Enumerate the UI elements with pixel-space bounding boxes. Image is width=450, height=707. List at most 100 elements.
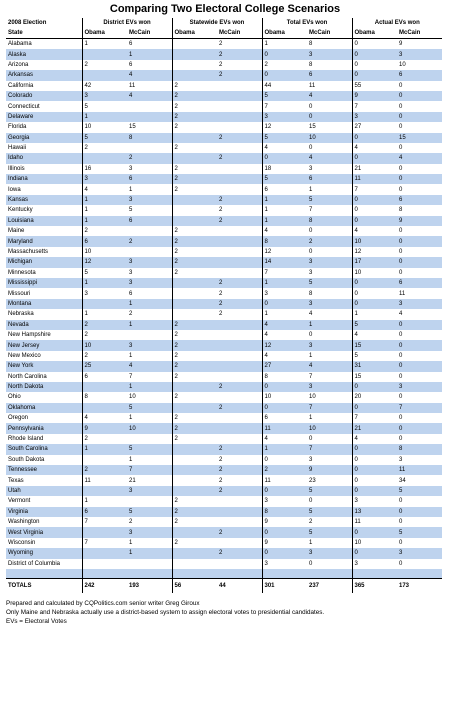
ev-cell: 3 — [309, 456, 313, 463]
ev-cell: 4 — [309, 311, 313, 318]
table-row: Minnesota 5 3 2 7 3 10 0 — [6, 267, 442, 278]
table-row: Oklahoma 5 2 0 7 0 7 — [6, 402, 442, 414]
footnote-legend: EVs = Electoral Votes — [6, 617, 67, 625]
ev-cell: 6 — [129, 61, 133, 68]
ev-cell: 2 — [129, 311, 133, 318]
ev-cell — [217, 101, 262, 111]
table-row: Wisconsin 7 1 2 9 1 10 0 — [6, 537, 442, 549]
ev-cell: 1 — [81, 444, 127, 455]
ev-cell: 3 — [127, 527, 172, 538]
ev-cell: 15 — [309, 124, 316, 131]
ev-cell: 5 — [397, 485, 442, 497]
state-name: Georgia — [6, 132, 82, 143]
state-name: Tennessee — [6, 465, 82, 476]
ev-cell: 0 — [351, 194, 397, 206]
ev-cell: 8 — [261, 371, 307, 382]
table-row: Indiana 3 6 2 5 6 11 0 — [6, 174, 442, 185]
table-row: New Jersey 10 3 2 12 3 15 0 — [6, 340, 442, 351]
ev-cell — [217, 111, 262, 123]
ev-cell: 0 — [309, 145, 313, 152]
ev-cell — [217, 423, 262, 434]
ev-cell: 5 — [351, 319, 397, 330]
ev-cell — [217, 247, 262, 257]
ev-cell: 6 — [129, 41, 133, 48]
ev-cell — [171, 485, 217, 497]
ev-cell: 1 — [127, 381, 172, 393]
ev-cell: 0 — [399, 145, 403, 152]
ev-cell: 6 — [81, 236, 127, 247]
ev-cell — [171, 194, 217, 206]
ev-cell: 1 — [129, 352, 133, 359]
state-name: Connecticut — [8, 103, 40, 110]
ev-cell: 0 — [351, 215, 397, 227]
ev-cell: 2 — [171, 236, 217, 247]
ev-cell: 2 — [81, 350, 127, 362]
ev-cell — [217, 81, 262, 91]
ev-cell: 9 — [261, 516, 307, 528]
ev-cell: 1 — [309, 352, 313, 359]
ev-cell: 1 — [261, 38, 307, 50]
ev-cell: 1 — [261, 444, 307, 455]
total-value: 365 — [351, 578, 397, 593]
ev-cell: 7 — [309, 373, 313, 380]
ev-cell: 2 — [217, 402, 262, 414]
ev-cell: 13 — [351, 506, 397, 517]
ev-cell: 0 — [397, 236, 442, 247]
ev-cell: 0 — [261, 454, 307, 466]
mccain-header: McCain — [397, 28, 442, 40]
ev-cell: 0 — [351, 485, 397, 497]
ev-cell: 4 — [307, 90, 352, 102]
ev-cell: 4 — [397, 153, 442, 164]
ev-cell: 7 — [261, 267, 307, 278]
ev-cell: 0 — [397, 111, 442, 123]
ev-cell: 2 — [219, 477, 223, 484]
ev-cell: 5 — [127, 444, 172, 455]
ev-cell: 2 — [217, 153, 262, 164]
ev-cell: 0 — [351, 49, 397, 60]
table-row: Missouri 3 6 2 3 8 0 11 — [6, 288, 442, 299]
ev-cell: 7 — [397, 402, 442, 414]
ev-cell: 0 — [397, 340, 442, 351]
ev-cell: 11 — [261, 475, 307, 486]
table-row: Utah 3 2 0 5 0 5 — [6, 485, 442, 497]
ev-cell: 2 — [217, 527, 262, 538]
ev-cell: 11 — [309, 82, 316, 89]
ev-cell: 1 — [129, 415, 133, 422]
ev-cell: 5 — [127, 506, 172, 517]
ev-cell: 1 — [261, 194, 307, 206]
election-label: 2008 Election — [8, 20, 47, 27]
state-name: Ohio — [8, 394, 21, 401]
ev-cell — [127, 330, 172, 340]
total-value: 173 — [397, 578, 442, 593]
ev-cell: 10 — [81, 122, 127, 133]
state-name: Washington — [8, 519, 40, 526]
ev-cell: 2 — [217, 215, 262, 227]
ev-cell: 0 — [399, 165, 403, 172]
ev-cell: 0 — [309, 332, 313, 339]
state-name: Alabama — [8, 41, 32, 48]
ev-cell: 3 — [81, 90, 127, 102]
ev-cell: 3 — [81, 288, 127, 299]
table-row: Rhode Island 2 2 4 0 4 0 — [6, 433, 442, 445]
table-row: Nebraska 1 2 2 1 4 1 4 — [6, 309, 442, 320]
ev-cell: 4 — [261, 350, 307, 362]
table-row: Colorado 3 4 2 5 4 9 0 — [6, 90, 442, 102]
ev-cell: 10 — [129, 394, 136, 401]
ev-cell: 0 — [351, 38, 397, 50]
ev-cell: 3 — [261, 111, 307, 123]
ev-cell — [81, 402, 127, 414]
table-row: Vermont 1 2 3 0 3 0 — [6, 496, 442, 507]
ev-cell: 0 — [351, 475, 397, 486]
ev-cell: 10 — [399, 61, 406, 68]
ev-cell: 0 — [399, 373, 403, 380]
electoral-table: 2008 Election District EVs won Statewide… — [6, 18, 442, 593]
ev-cell: 15 — [129, 124, 136, 131]
footnotes: Prepared and calculated by CQPolitics.co… — [6, 599, 450, 626]
ev-cell: 0 — [399, 436, 403, 443]
ev-cell: 7 — [307, 444, 352, 455]
ev-cell: 0 — [351, 132, 397, 143]
ev-cell: 0 — [309, 436, 313, 443]
ev-cell — [81, 298, 127, 310]
ev-cell: 9 — [351, 90, 397, 102]
state-name: South Dakota — [8, 456, 45, 463]
